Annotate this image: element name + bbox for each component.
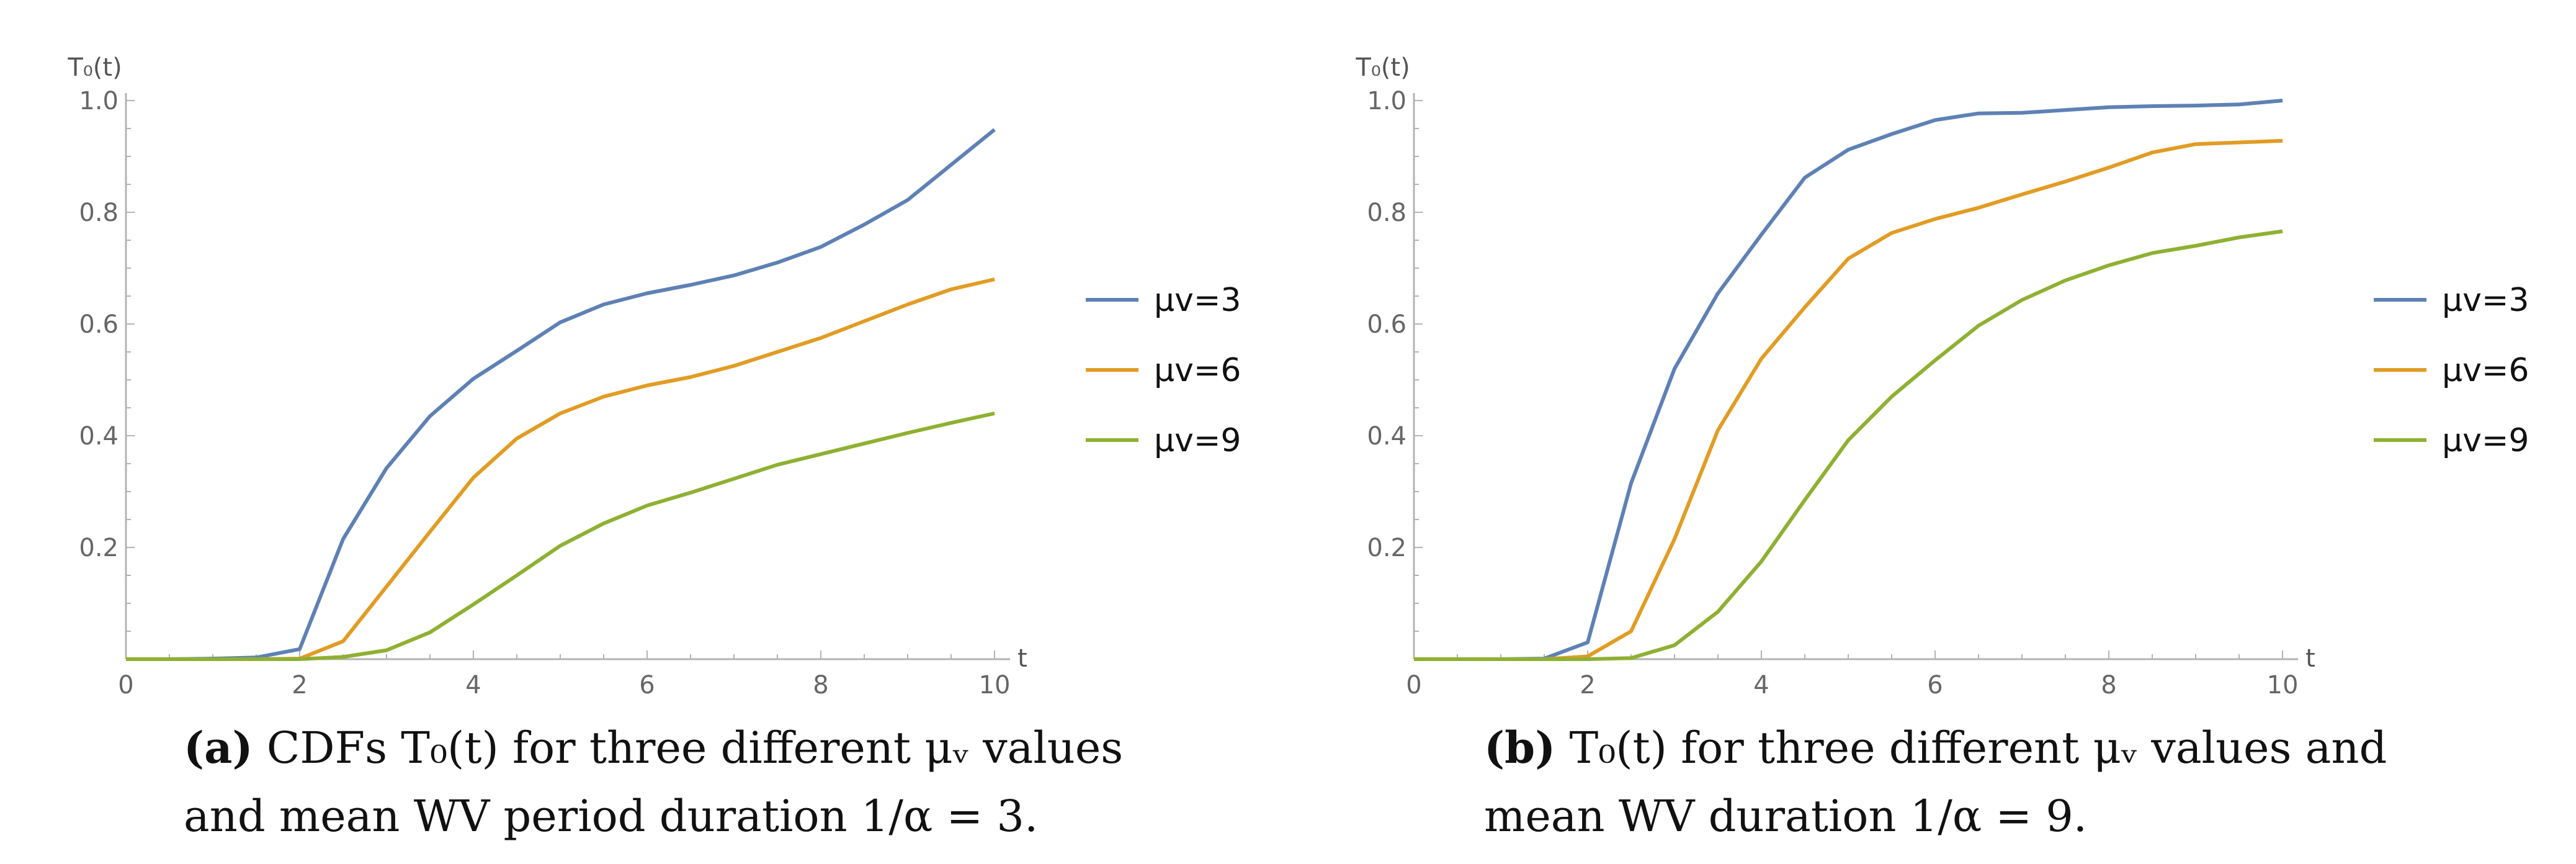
y-tick-label: 0.6 <box>1367 310 1407 339</box>
chart-b: 0 2 4 6 8 10 0.2 0.4 0.6 0.8 1.0 T₀(t) t μv=3 μv=6 μv=9 <box>1355 53 2529 700</box>
y-tick-label: 0.4 <box>1367 422 1407 451</box>
caption-a: (a) CDFs T₀(t) for three different μᵥ va… <box>184 714 1176 850</box>
x-tick-label: 4 <box>465 671 481 700</box>
x-tick-label: 0 <box>118 671 133 700</box>
legend-label-3: μv=9 <box>2442 422 2529 459</box>
x-tick-label: 6 <box>1927 671 1943 700</box>
y-tick-label: 0.2 <box>79 534 119 562</box>
y-axis-label: T₀(t) <box>67 53 122 82</box>
chart-panel-b: 0 2 4 6 8 10 0.2 0.4 0.6 0.8 1.0 T₀(t) t μv=3 μv=6 μv=9… <box>1288 0 2576 864</box>
legend-label-2: μv=6 <box>1154 352 1241 389</box>
caption-b-text: T₀(t) for three different μᵥ values and … <box>1484 722 2387 842</box>
legend-label-1: μv=3 <box>1154 282 1241 319</box>
x-tick-label: 8 <box>2101 671 2116 700</box>
x-axis-label: t <box>2305 644 2315 673</box>
x-tick-label: 4 <box>1753 671 1769 700</box>
x-tick-label: 6 <box>639 671 655 700</box>
x-tick-label: 0 <box>1406 671 1421 700</box>
series-line-2 <box>1414 138 2283 661</box>
y-tick-label: 0.8 <box>1367 199 1407 227</box>
y-tick-label: 0.8 <box>79 199 119 227</box>
y-tick-label: 0.4 <box>79 422 119 451</box>
caption-b-tag: (b) <box>1484 722 1556 773</box>
y-tick-label: 0.6 <box>79 310 119 339</box>
series-line-3 <box>1414 229 2283 661</box>
caption-a-tag: (a) <box>184 722 253 773</box>
y-axis-label: T₀(t) <box>1355 53 1410 82</box>
caption-b: (b) T₀(t) for three different μᵥ values … <box>1484 714 2477 850</box>
legend-label-2: μv=6 <box>2442 352 2529 389</box>
y-tick-label: 1.0 <box>1367 87 1407 115</box>
x-tick-label: 10 <box>979 671 1011 700</box>
legend-label-3: μv=9 <box>1154 422 1241 459</box>
x-axis-label: t <box>1017 644 1027 673</box>
chart-a: 0 2 4 6 8 10 0.2 0.4 0.6 0.8 1.0 T₀(t) t μv=3 μv=6 μv=9 <box>67 53 1241 700</box>
y-tick-label: 1.0 <box>79 87 119 115</box>
series-line-1 <box>126 128 996 661</box>
y-tick-label: 0.2 <box>1367 534 1407 562</box>
x-tick-label: 10 <box>2267 671 2299 700</box>
x-tick-label: 2 <box>292 671 307 700</box>
caption-a-text: CDFs T₀(t) for three different μᵥ values… <box>184 722 1124 842</box>
series-line-2 <box>126 277 995 661</box>
chart-panel-a: 0 2 4 6 8 10 0.2 0.4 0.6 0.8 1.0 T₀(t) t μv=3 μv=6 μv=9… <box>67 53 1241 850</box>
series-line-3 <box>126 412 995 661</box>
legend-label-1: μv=3 <box>2442 282 2529 319</box>
x-tick-label: 8 <box>813 671 828 700</box>
x-tick-label: 2 <box>1580 671 1595 700</box>
series-line-1 <box>1414 99 2283 661</box>
